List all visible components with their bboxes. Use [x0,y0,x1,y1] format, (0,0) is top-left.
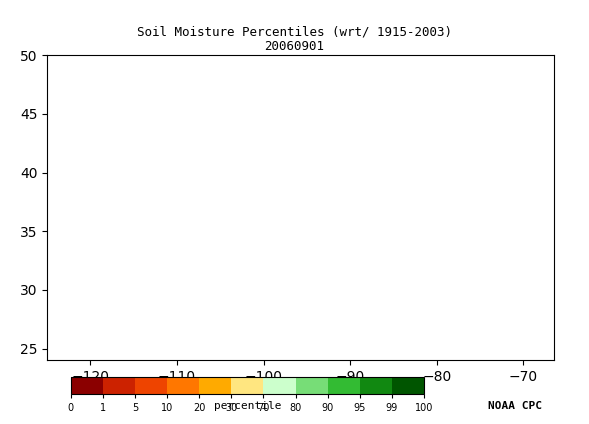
Text: 20060901: 20060901 [264,40,325,53]
Text: NOAA CPC: NOAA CPC [488,401,542,411]
Text: percentile: percentile [214,401,281,411]
Text: Soil Moisture Percentiles (wrt/ 1915-2003): Soil Moisture Percentiles (wrt/ 1915-200… [137,25,452,38]
